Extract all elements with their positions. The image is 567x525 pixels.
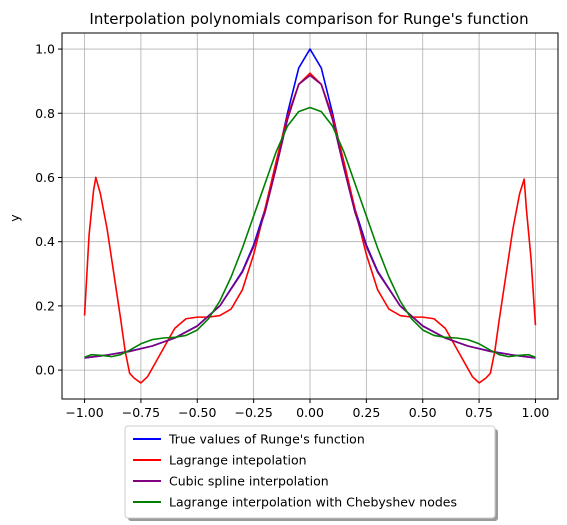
- ticks: −1.00 −0.75 −0.50 −0.25 0.00 0.25 0.50 0.75 1.00…: [35, 42, 549, 420]
- series-line-1: [83, 72, 537, 384]
- series-line-2: [84, 74, 536, 359]
- y-tick-label: 0.2: [35, 298, 55, 313]
- y-axis-label: y: [7, 214, 22, 222]
- legend-label: Lagrange interpolation with Chebyshev no…: [169, 495, 457, 510]
- legend-label: True values of Runge's function: [168, 432, 365, 447]
- x-tick-label: 0.25: [352, 405, 380, 420]
- series-line-3: [84, 106, 536, 359]
- x-tick-label: 1.00: [522, 405, 550, 420]
- x-tick-label: −1.00: [65, 405, 103, 420]
- y-tick-label: 1.0: [35, 42, 55, 57]
- x-tick-label: −0.75: [122, 405, 160, 420]
- legend-label: Cubic spline interpolation: [169, 474, 329, 489]
- chart-title: Interpolation polynomials comparison for…: [89, 10, 528, 28]
- legend-label: Lagrange intepolation: [169, 453, 307, 468]
- series-layer: [83, 48, 537, 384]
- legend: True values of Runge's function Lagrange …: [124, 425, 498, 521]
- y-tick-label: 0.8: [35, 106, 55, 121]
- x-tick-label: 0.50: [409, 405, 437, 420]
- x-tick-label: −0.25: [234, 405, 272, 420]
- y-tick-label: 0.0: [35, 363, 55, 378]
- legend-box: [124, 425, 496, 519]
- x-tick-label: −0.50: [178, 405, 216, 420]
- y-tick-label: 0.4: [35, 234, 55, 249]
- x-tick-label: 0.00: [296, 405, 324, 420]
- x-tick-label: 0.75: [465, 405, 493, 420]
- y-tick-label: 0.6: [35, 170, 55, 185]
- grid: [62, 33, 558, 399]
